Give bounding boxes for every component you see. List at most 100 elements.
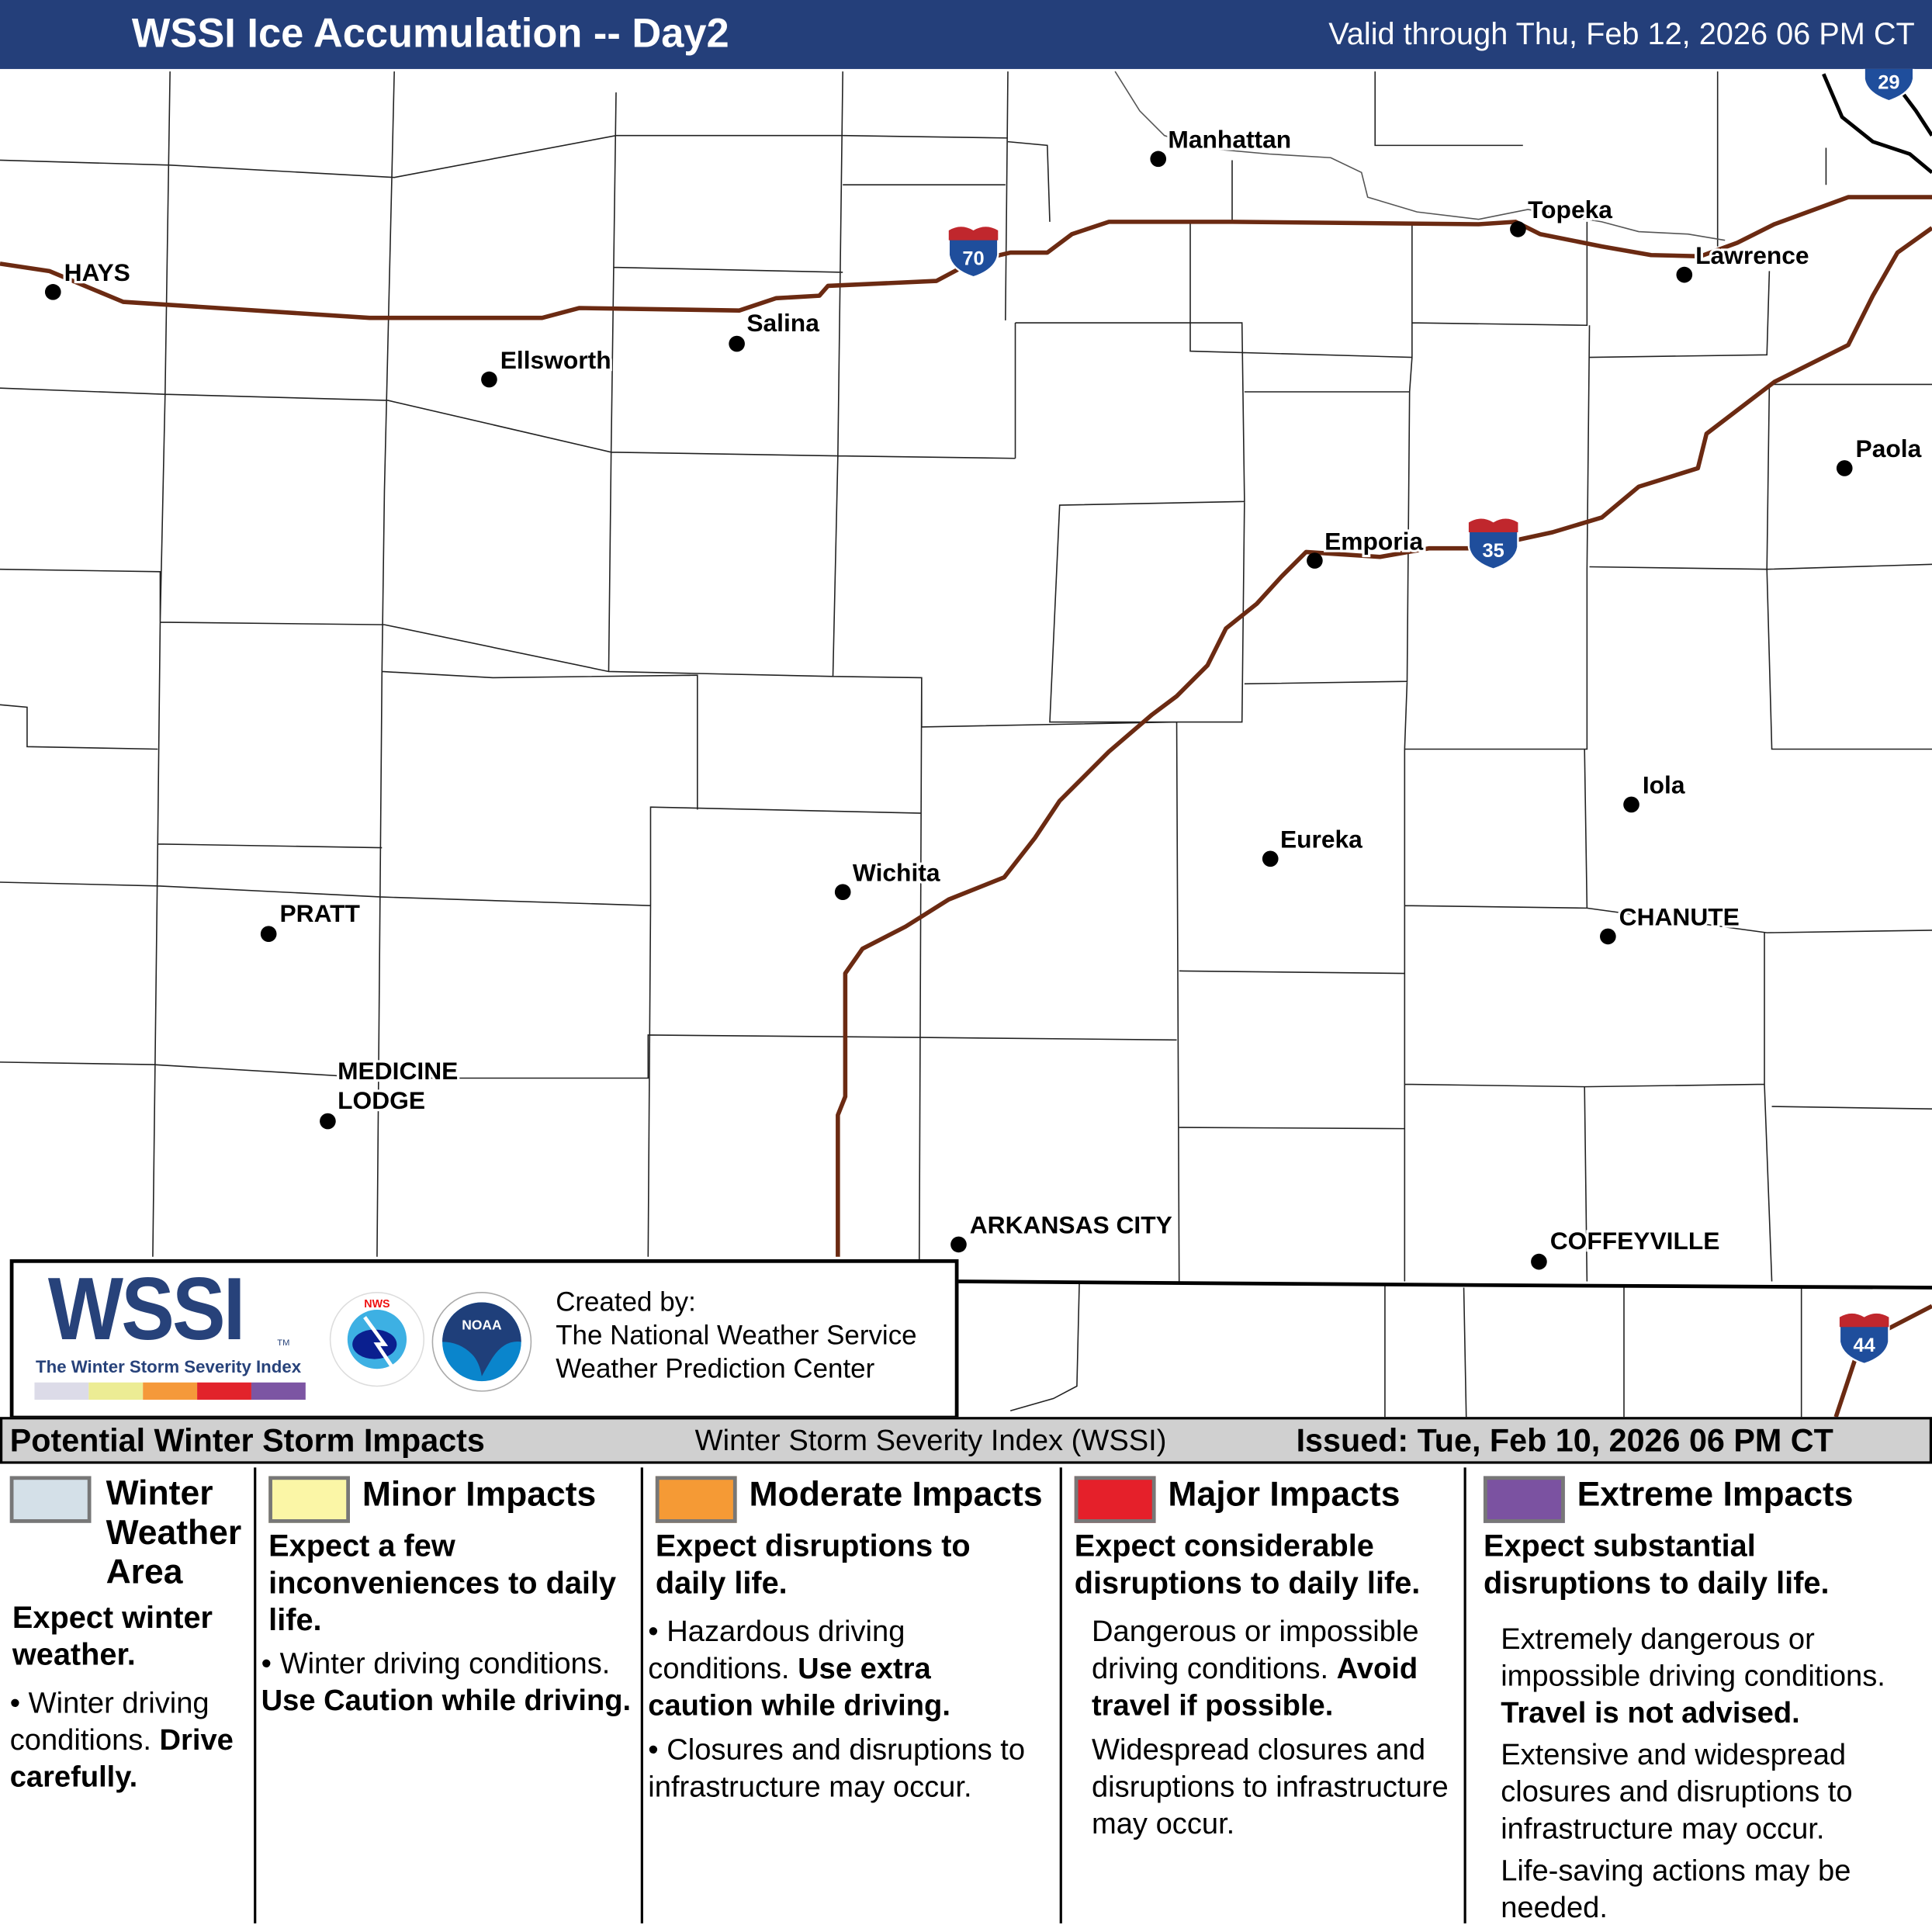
org-nws: The National Weather Service xyxy=(556,1319,917,1351)
trademark: TM xyxy=(277,1339,290,1349)
legend-bullet: Closures and disruptions to infrastructu… xyxy=(648,1733,1026,1804)
color-swatch xyxy=(655,1476,737,1523)
legend-bullet-bold: Avoid travel if possible. xyxy=(1091,1652,1418,1723)
scale-swatch xyxy=(34,1382,89,1400)
legend-bullet: Extremely dangerous or impossible drivin… xyxy=(1501,1622,1885,1693)
city-label: Paola xyxy=(1856,435,1922,462)
city-label: HAYS xyxy=(64,258,130,286)
noaa-text: NOAA xyxy=(462,1317,502,1332)
legend-title: Moderate Impacts xyxy=(749,1474,1043,1514)
city-dot xyxy=(1676,266,1693,283)
legend-bullet: Life-saving actions may be needed. xyxy=(1501,1854,1851,1925)
city-dot xyxy=(260,926,277,943)
legend-bullet: Winter driving conditions. xyxy=(9,1686,209,1757)
legend-bullet: Dangerous or impossible driving conditio… xyxy=(1091,1615,1419,1686)
city-dot xyxy=(729,335,745,352)
city-label: LODGE xyxy=(338,1086,425,1114)
legend-winter-weather-area: Winter Weather Area Expect winter weathe… xyxy=(0,1461,254,1922)
scale-swatch xyxy=(88,1382,144,1400)
wssi-color-bar xyxy=(34,1382,306,1400)
nws-seal-text: NWS xyxy=(364,1298,390,1311)
legend-title: Area xyxy=(106,1552,183,1591)
city-label: PRATT xyxy=(279,899,360,927)
impact-legend: Winter Weather Area Expect winter weathe… xyxy=(0,1461,1932,1932)
city-dot xyxy=(1531,1253,1547,1270)
legend-header: Potential Winter Storm Impacts Winter St… xyxy=(0,1417,1932,1464)
state-boundary xyxy=(956,1279,1932,1290)
legend-moderate: Moderate Impacts Expect disruptions to d… xyxy=(648,1474,1043,1804)
legend-bullet-bold: Travel is not advised. xyxy=(1501,1696,1800,1730)
city-dot xyxy=(1307,552,1323,569)
legend-title: Minor Impacts xyxy=(362,1474,597,1514)
legend-lead: Expect a few inconveniences to daily lif… xyxy=(268,1529,617,1638)
interstate-shield-35: 35 xyxy=(1467,518,1519,570)
interstate-shield-70: 70 xyxy=(947,226,999,279)
legend-bullet-bold: Use extra caution while driving. xyxy=(648,1652,950,1723)
city-dot xyxy=(1262,850,1279,867)
color-swatch xyxy=(268,1476,350,1523)
legend-bullet-bold: Use Caution while driving. xyxy=(261,1684,632,1718)
shield-number: 70 xyxy=(962,248,984,269)
scale-swatch xyxy=(143,1382,198,1400)
city-dot xyxy=(320,1113,336,1130)
city-dot xyxy=(1623,796,1639,813)
color-swatch xyxy=(1074,1476,1156,1523)
interstate-shield-29: 29 xyxy=(1863,68,1915,102)
city-dot xyxy=(834,884,851,901)
city-label: Manhattan xyxy=(1168,126,1291,154)
color-swatch xyxy=(9,1476,92,1523)
legend-lead: Expect substantial disruptions to daily … xyxy=(1483,1529,1830,1601)
color-swatch xyxy=(1483,1476,1565,1523)
created-by: Created by: xyxy=(556,1286,696,1317)
city-label: Emporia xyxy=(1324,527,1423,555)
nws-logo: NWS xyxy=(329,1292,425,1387)
legend-bullet: Winter driving conditions. xyxy=(279,1647,611,1681)
map-title: WSSI Ice Accumulation -- Day2 xyxy=(131,9,729,56)
city-label: Iola xyxy=(1643,771,1685,799)
city-label: Lawrence xyxy=(1695,241,1809,269)
legend-lead: Expect winter weather. xyxy=(12,1600,213,1672)
wssi-subtitle: The Winter Storm Severity Index xyxy=(36,1356,302,1376)
interstate-shield-44: 44 xyxy=(1838,1312,1890,1366)
logo-panel: WSSI TM The Winter Storm Severity Index … xyxy=(9,1259,959,1420)
city-dot xyxy=(1600,928,1616,945)
city-label: Wichita xyxy=(853,858,940,886)
city-label: ARKANSAS CITY xyxy=(970,1211,1172,1239)
city-label: Eureka xyxy=(1280,826,1362,853)
city-label: Topeka xyxy=(1528,196,1612,223)
legend-lead: Expect considerable disruptions to daily… xyxy=(1074,1529,1421,1601)
interstate-70 xyxy=(0,195,1932,320)
kansas-river xyxy=(1114,71,1726,241)
shield-number: 29 xyxy=(1878,71,1899,93)
scale-swatch xyxy=(197,1382,251,1400)
city-dot xyxy=(950,1236,967,1253)
org-wpc: Weather Prediction Center xyxy=(556,1352,875,1384)
city-label: Ellsworth xyxy=(500,346,611,374)
map: 70 35 44 29 HAYS Ellsworth Salina Manhattan Top… xyxy=(0,68,1932,1418)
shield-number: 35 xyxy=(1483,540,1504,562)
shield-number: 44 xyxy=(1854,1335,1875,1356)
valid-time: Valid through Thu, Feb 12, 2026 06 PM CT xyxy=(1328,17,1915,52)
header-bar: WSSI Ice Accumulation -- Day2 Valid thro… xyxy=(0,0,1932,69)
issued-time: Issued: Tue, Feb 10, 2026 06 PM CT xyxy=(1296,1421,1833,1459)
legend-bullet-bold: Drive carefully. xyxy=(9,1723,234,1795)
legend-title: Winter xyxy=(106,1473,213,1512)
interstate-35 xyxy=(836,226,1932,1257)
legend-bullet: Hazardous driving conditions. xyxy=(648,1615,905,1686)
city-label: CHANUTE xyxy=(1619,903,1740,931)
legend-title: Weather xyxy=(106,1513,242,1552)
city-label: COFFEYVILLE xyxy=(1550,1227,1720,1255)
legend-lead: Expect disruptions to daily life. xyxy=(655,1529,971,1601)
legend-title: Extreme Impacts xyxy=(1577,1474,1854,1514)
credits: Created by: The National Weather Service… xyxy=(556,1285,916,1385)
legend-major: Major Impacts Expect considerable disrup… xyxy=(1062,1461,1464,1922)
wssi-logo: WSSI xyxy=(47,1260,245,1359)
legend-bullet: Widespread closures and disruptions to i… xyxy=(1091,1733,1449,1841)
city-dot xyxy=(1150,151,1167,168)
city-dot xyxy=(44,284,61,300)
county-boundaries xyxy=(0,71,1932,1418)
city-label: Salina xyxy=(746,309,819,337)
legend-title: Potential Winter Storm Impacts xyxy=(9,1421,485,1459)
city-dot xyxy=(1836,460,1853,476)
noaa-logo: NOAA xyxy=(431,1292,532,1392)
